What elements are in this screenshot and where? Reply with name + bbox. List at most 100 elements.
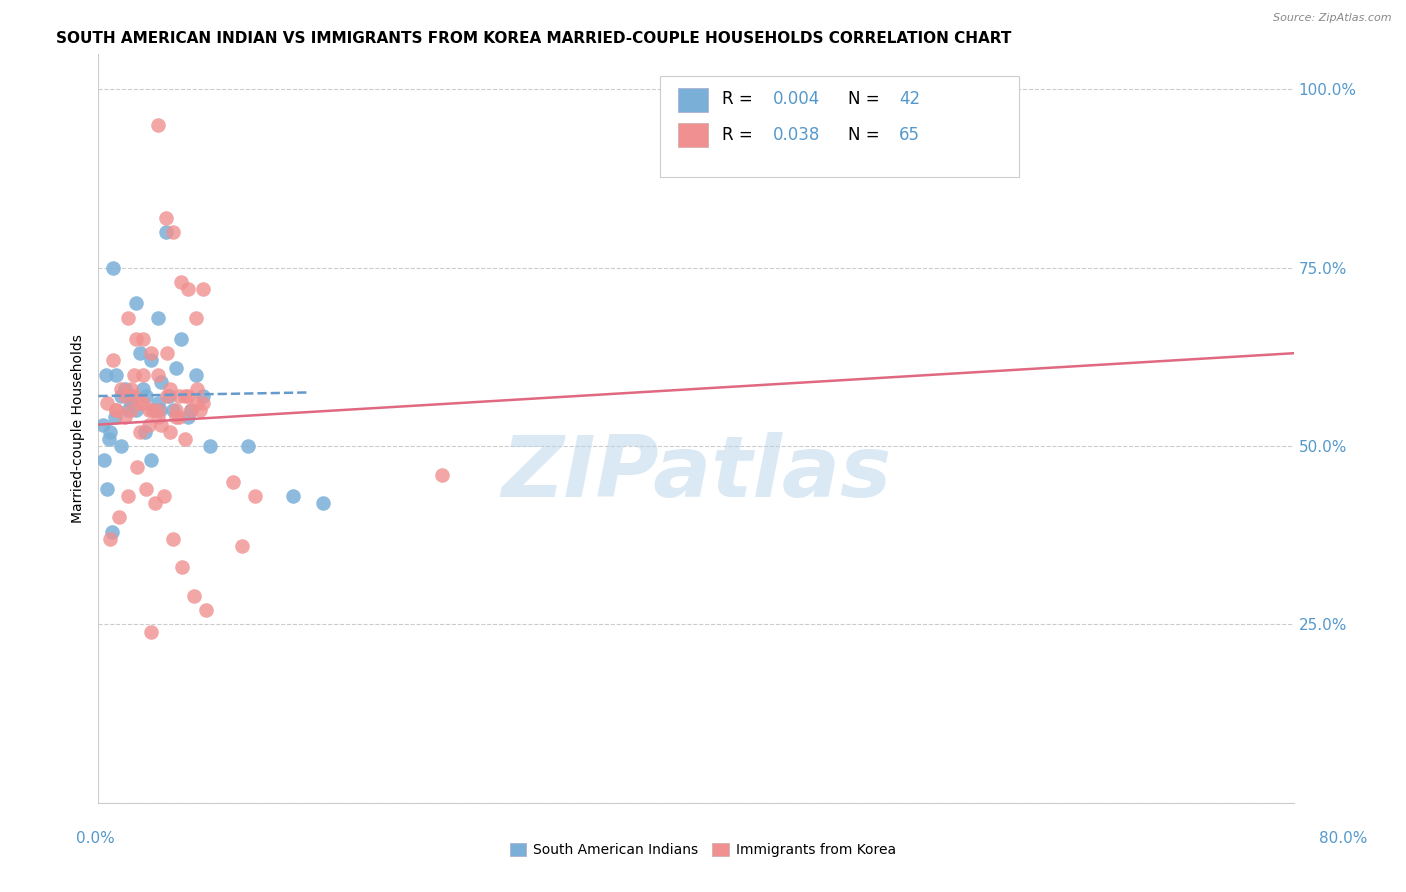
Point — [129, 425, 152, 439]
Point — [141, 403, 163, 417]
Point — [195, 603, 218, 617]
Point — [174, 389, 197, 403]
Text: Source: ZipAtlas.com: Source: ZipAtlas.com — [1274, 13, 1392, 23]
Text: R =: R = — [723, 126, 758, 144]
Point — [125, 403, 148, 417]
Point — [93, 453, 115, 467]
Text: 42: 42 — [900, 90, 921, 109]
Bar — [661, 76, 1018, 178]
Text: 0.004: 0.004 — [772, 90, 820, 109]
Point — [150, 375, 173, 389]
Point — [159, 425, 181, 439]
Point — [129, 396, 152, 410]
Point — [148, 396, 170, 410]
Point — [169, 275, 191, 289]
Point — [177, 410, 200, 425]
Point — [124, 389, 146, 403]
Point — [200, 439, 222, 453]
Point — [162, 225, 184, 239]
Point — [183, 589, 205, 603]
Point — [110, 382, 132, 396]
Point — [184, 368, 207, 382]
Text: 65: 65 — [900, 126, 920, 144]
Point — [159, 382, 181, 396]
Point — [188, 403, 211, 417]
Point — [98, 425, 122, 439]
Text: N =: N = — [848, 126, 884, 144]
Point — [177, 282, 200, 296]
Point — [120, 403, 142, 417]
Point — [139, 346, 162, 360]
Point — [125, 296, 148, 310]
Point — [127, 460, 149, 475]
Point — [97, 432, 120, 446]
Point — [281, 489, 304, 503]
Text: 80.0%: 80.0% — [1319, 831, 1367, 846]
Point — [143, 403, 166, 417]
Point — [148, 368, 170, 382]
Point — [222, 475, 245, 489]
Point — [177, 389, 200, 403]
Point — [105, 368, 128, 382]
Point — [430, 467, 453, 482]
Point — [110, 389, 132, 403]
Text: 0.038: 0.038 — [772, 126, 820, 144]
Point — [132, 396, 155, 410]
Text: 0.0%: 0.0% — [76, 831, 115, 846]
Point — [162, 403, 184, 417]
Point — [148, 118, 170, 132]
Point — [103, 260, 125, 275]
Point — [172, 560, 194, 574]
Point — [135, 389, 157, 403]
Point — [167, 389, 190, 403]
Point — [125, 332, 148, 346]
Point — [105, 403, 128, 417]
Point — [139, 624, 162, 639]
Point — [167, 410, 190, 425]
Point — [180, 403, 202, 417]
Legend: South American Indians, Immigrants from Korea: South American Indians, Immigrants from … — [505, 838, 901, 863]
Point — [169, 332, 191, 346]
Point — [162, 532, 184, 546]
Point — [155, 225, 177, 239]
Bar — [678, 123, 709, 147]
Point — [101, 524, 124, 539]
Point — [94, 368, 117, 382]
Point — [148, 410, 170, 425]
Point — [148, 310, 170, 325]
Point — [117, 403, 139, 417]
Point — [138, 403, 160, 417]
Y-axis label: Married-couple Households: Married-couple Households — [72, 334, 86, 523]
Text: R =: R = — [723, 90, 758, 109]
Point — [149, 403, 172, 417]
Point — [153, 489, 176, 503]
Point — [139, 453, 162, 467]
Point — [132, 368, 155, 382]
Point — [157, 389, 180, 403]
Point — [132, 382, 155, 396]
Point — [129, 346, 152, 360]
Point — [165, 360, 187, 375]
Point — [96, 482, 118, 496]
Point — [108, 510, 131, 524]
Point — [311, 496, 333, 510]
Point — [114, 389, 136, 403]
Text: N =: N = — [848, 90, 884, 109]
Point — [156, 346, 179, 360]
Point — [148, 403, 170, 417]
Point — [118, 389, 141, 403]
Point — [91, 417, 114, 432]
Text: SOUTH AMERICAN INDIAN VS IMMIGRANTS FROM KOREA MARRIED-COUPLE HOUSEHOLDS CORRELA: SOUTH AMERICAN INDIAN VS IMMIGRANTS FROM… — [56, 31, 1011, 46]
Point — [184, 310, 207, 325]
Point — [114, 382, 136, 396]
Point — [245, 489, 267, 503]
Point — [120, 396, 142, 410]
Point — [138, 417, 160, 432]
Point — [110, 439, 132, 453]
Point — [191, 282, 214, 296]
Point — [96, 396, 118, 410]
Point — [98, 532, 122, 546]
Point — [117, 310, 139, 325]
Point — [103, 353, 125, 368]
Point — [139, 353, 162, 368]
